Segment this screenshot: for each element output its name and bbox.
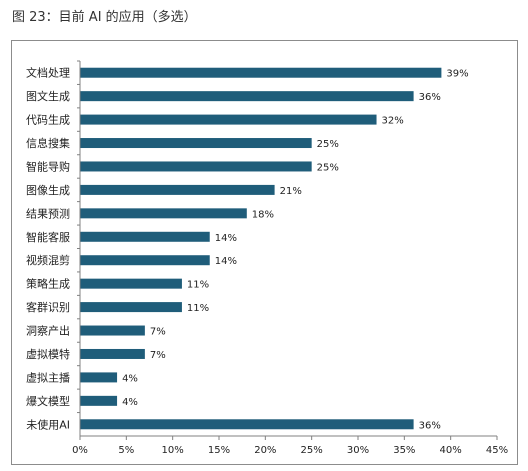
category-label-10: 客群识别 [26,300,70,314]
x-tick-label-8: 40% [440,445,462,456]
category-label-6: 结果预测 [26,207,70,220]
value-label-2: 32% [382,116,404,127]
x-tick-label-4: 20% [254,445,276,456]
x-tick-label-9: 45% [486,445,508,456]
category-label-1: 图文生成 [26,89,70,103]
x-tick-label-1: 5% [118,445,134,456]
bar-6 [80,208,247,219]
x-tick-label-7: 35% [393,445,415,456]
bar-7 [80,231,210,242]
labels-group: 文档处理 39% 图文生成 36% 代码生成 32% 信息搜集 25% 智能导购 25% 图像生成 2… [26,66,508,456]
category-label-9: 策略生成 [26,277,70,291]
x-tick-label-6: 30% [347,445,369,456]
category-label-11: 洞察产出 [26,324,70,338]
bar-1 [80,91,414,102]
x-tick-label-5: 25% [301,445,323,456]
category-label-13: 虚拟主播 [26,370,70,384]
value-label-1: 36% [419,92,441,103]
axes-group [77,60,498,440]
x-tick-label-3: 15% [208,445,230,456]
value-label-7: 14% [215,233,237,244]
category-label-8: 视频混剪 [26,253,70,267]
category-label-2: 代码生成 [26,113,70,127]
category-label-12: 虚拟模特 [26,347,70,361]
value-label-11: 7% [150,327,166,338]
category-label-15: 未使用AI [26,418,70,431]
bar-5 [80,184,275,195]
bars-group [80,67,442,430]
value-label-10: 11% [187,303,209,314]
value-label-15: 36% [419,420,441,431]
value-label-13: 4% [122,373,138,384]
value-label-9: 11% [187,280,209,291]
bar-2 [80,114,377,125]
bar-15 [80,419,414,430]
x-tick-label-0: 0% [72,445,88,456]
value-label-0: 39% [446,69,468,80]
figure-title: 图 23：目前 AI 的应用（多选） [12,10,197,25]
category-label-4: 智能导购 [26,159,70,173]
bar-9 [80,278,182,289]
value-label-14: 4% [122,397,138,408]
bar-14 [80,395,118,406]
bar-13 [80,372,118,383]
value-label-5: 21% [280,186,302,197]
bar-3 [80,138,312,149]
category-label-7: 智能客服 [26,230,70,244]
value-label-12: 7% [150,350,166,361]
value-label-3: 25% [317,139,339,150]
x-tick-label-2: 10% [162,445,184,456]
category-label-5: 图像生成 [26,183,70,197]
bar-12 [80,348,145,359]
category-label-0: 文档处理 [26,66,70,80]
category-label-14: 爆文模型 [26,394,70,408]
value-label-6: 18% [252,209,274,220]
bar-10 [80,302,182,313]
bar-8 [80,255,210,266]
value-label-4: 25% [317,162,339,173]
bar-0 [80,67,442,78]
category-label-3: 信息搜集 [26,136,70,150]
bar-4 [80,161,312,172]
bar-11 [80,325,145,336]
chart-frame [11,40,518,465]
value-label-8: 14% [215,256,237,267]
